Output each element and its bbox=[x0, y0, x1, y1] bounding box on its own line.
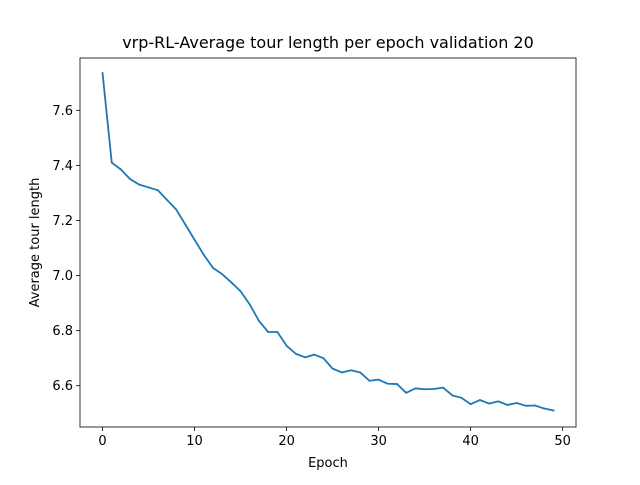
data-point bbox=[184, 223, 187, 226]
data-point bbox=[368, 379, 371, 382]
data-point bbox=[285, 344, 288, 347]
data-point bbox=[294, 352, 297, 355]
series-layer bbox=[101, 72, 555, 412]
data-point bbox=[524, 404, 527, 407]
data-point bbox=[442, 386, 444, 389]
data-point bbox=[534, 404, 536, 407]
plot-area: 0 10 20 30 40 50 6.6 6.8 7.0 7.2 7.4 7.6 bbox=[52, 57, 577, 449]
data-point bbox=[497, 400, 500, 403]
data-point bbox=[340, 371, 343, 374]
chart-title: vrp-RL-Average tour length per epoch val… bbox=[122, 33, 534, 52]
data-point bbox=[156, 189, 159, 192]
y-axis-ticks: 6.6 6.8 7.0 7.2 7.4 7.6 bbox=[52, 104, 80, 394]
data-point bbox=[248, 303, 251, 306]
data-point bbox=[175, 208, 178, 211]
x-tick-label: 20 bbox=[278, 434, 295, 449]
x-tick-label: 40 bbox=[462, 434, 479, 449]
series-line bbox=[101, 72, 555, 412]
data-point bbox=[239, 290, 242, 293]
y-tick-label: 7.6 bbox=[52, 104, 73, 119]
data-point bbox=[304, 356, 306, 359]
y-tick-label: 7.2 bbox=[52, 214, 73, 229]
data-point bbox=[230, 281, 233, 284]
data-point bbox=[469, 403, 472, 406]
data-point bbox=[423, 388, 426, 391]
y-tick-label: 7.0 bbox=[52, 269, 73, 284]
data-point bbox=[120, 168, 122, 171]
data-point bbox=[313, 353, 316, 356]
data-point bbox=[414, 387, 417, 390]
data-point bbox=[506, 404, 509, 406]
x-axis-ticks: 0 10 20 30 40 50 bbox=[98, 427, 571, 449]
data-point bbox=[147, 186, 150, 189]
data-point bbox=[405, 391, 408, 394]
data-point bbox=[460, 396, 463, 399]
data-point bbox=[331, 367, 334, 370]
data-point bbox=[488, 402, 490, 405]
data-point bbox=[515, 402, 518, 404]
data-point bbox=[552, 409, 555, 412]
data-point bbox=[478, 399, 481, 401]
data-point bbox=[359, 371, 362, 374]
data-point bbox=[432, 388, 435, 390]
data-point bbox=[276, 331, 279, 333]
data-point bbox=[267, 331, 270, 333]
x-tick-label: 10 bbox=[186, 434, 203, 449]
data-point bbox=[138, 183, 141, 186]
data-point bbox=[202, 253, 205, 256]
x-tick-label: 0 bbox=[98, 434, 106, 449]
data-point bbox=[322, 357, 325, 360]
data-point bbox=[166, 198, 168, 201]
data-point bbox=[396, 383, 398, 385]
y-axis-label: Average tour length bbox=[28, 178, 43, 308]
data-point bbox=[221, 273, 224, 276]
data-point bbox=[350, 369, 352, 372]
data-point bbox=[110, 161, 113, 164]
y-tick-label: 6.6 bbox=[52, 379, 73, 394]
x-tick-label: 50 bbox=[554, 434, 571, 449]
data-point bbox=[212, 266, 214, 269]
data-point bbox=[193, 238, 196, 241]
x-axis-label: Epoch bbox=[308, 456, 348, 471]
axes-frame bbox=[79, 57, 577, 428]
data-point bbox=[258, 320, 260, 322]
data-point bbox=[129, 178, 132, 181]
data-point bbox=[451, 394, 454, 397]
y-tick-label: 6.8 bbox=[52, 324, 73, 339]
data-point bbox=[377, 378, 380, 381]
y-tick-label: 7.4 bbox=[52, 159, 73, 174]
data-point bbox=[386, 382, 389, 385]
data-point bbox=[543, 407, 546, 410]
data-point bbox=[101, 72, 104, 75]
x-tick-label: 30 bbox=[370, 434, 387, 449]
